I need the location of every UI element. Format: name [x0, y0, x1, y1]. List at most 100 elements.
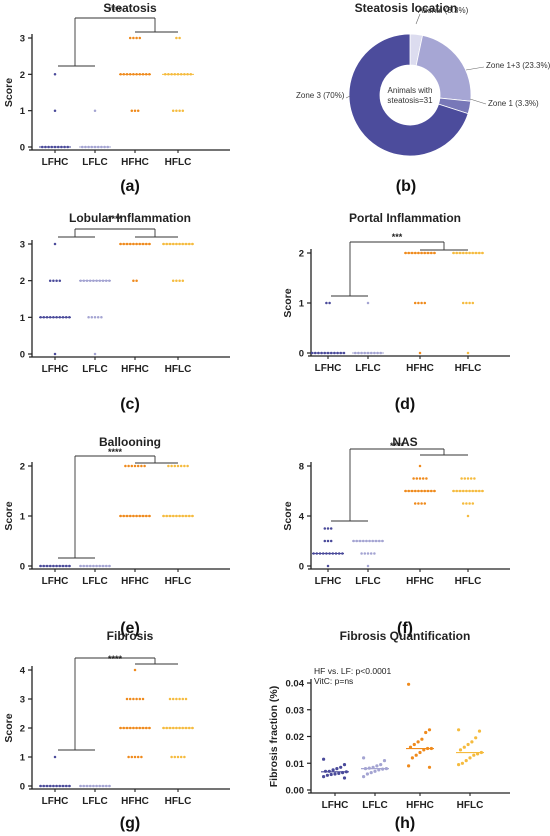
data-point [125, 697, 129, 701]
y-tick-label: 0 [20, 782, 25, 793]
y-tick-label: 0 [299, 562, 304, 573]
data-point [366, 301, 370, 305]
x-tick-label: HFLC [165, 157, 192, 168]
x-tick-label: LFHC [42, 157, 69, 168]
leader-line [415, 13, 421, 25]
y-tick-label: 2 [20, 724, 25, 735]
data-point [181, 279, 185, 282]
data-point [460, 477, 463, 480]
data-point [171, 697, 175, 701]
data-point [418, 464, 422, 468]
data-point [375, 764, 379, 768]
y-tick-label: 2 [20, 462, 25, 473]
panel-caption: (b) [396, 178, 416, 195]
y-tick-label: 2 [20, 70, 25, 81]
data-point [329, 772, 333, 777]
slice-label: Zone 1+3 (23.3%) [486, 61, 550, 70]
data-point [417, 301, 420, 305]
data-point [133, 755, 137, 759]
data-point [132, 697, 135, 701]
data-point [457, 763, 461, 767]
data-point [138, 697, 142, 701]
data-point [130, 109, 134, 112]
data-point [178, 279, 181, 282]
data-point [87, 316, 90, 319]
data-point [464, 759, 468, 763]
data-point [167, 464, 170, 468]
data-point [53, 755, 57, 759]
panel-e: Ballooning (e) 0 1 2 Score LFHC LFLC HFHC HFLC ***… [3, 435, 230, 637]
data-point [325, 773, 329, 777]
data-point [363, 552, 367, 555]
slice-label: Zone 3 (70%) [296, 91, 345, 100]
data-point [373, 552, 376, 555]
data-point [466, 351, 470, 355]
data-point [466, 477, 470, 480]
x-tick-label: HFLC [457, 800, 484, 811]
panel-caption: (g) [120, 815, 140, 832]
data-point [463, 477, 467, 480]
chart-title: Steatosis [103, 1, 157, 15]
data-point [469, 477, 473, 480]
data-point [127, 755, 130, 759]
data-point [58, 279, 62, 282]
y-tick-label: 3 [20, 695, 25, 706]
chart-title: Steatosis location [355, 1, 458, 15]
data-point [323, 527, 327, 530]
x-tick-label: HFLC [165, 364, 192, 375]
slice-label: Zone 1 (3.3%) [488, 99, 539, 108]
x-tick-label: HFHC [121, 576, 149, 587]
x-tick-label: LFHC [42, 364, 69, 375]
data-point [140, 464, 143, 468]
data-point [417, 502, 420, 505]
data-point [135, 36, 138, 40]
significance-bracket [58, 455, 178, 559]
y-axis-label: Score [282, 501, 294, 530]
data-point [342, 763, 347, 767]
x-tick-label: LFHC [42, 796, 69, 807]
data-point [329, 539, 333, 543]
data-point [178, 36, 181, 40]
data-point [176, 755, 180, 759]
data-point [423, 502, 427, 505]
data-point [461, 502, 465, 505]
y-tick-label: 1 [20, 512, 26, 523]
data-point [181, 109, 185, 112]
data-point [53, 352, 57, 356]
chart-title: Lobular Inflammation [69, 211, 191, 225]
y-tick-label: 1 [299, 299, 305, 310]
panel-caption: (f) [397, 620, 413, 637]
data-point [179, 464, 183, 468]
x-tick-label: LFLC [355, 363, 381, 374]
y-tick-label: 0.04 [286, 679, 305, 690]
data-point [53, 109, 57, 112]
data-point [133, 668, 137, 672]
data-point [466, 514, 470, 518]
data-point [328, 301, 331, 305]
panel-f: NAS (f) 0 4 8 Score LFHC LFLC HFHC HFLC **** [282, 435, 510, 637]
significance-bracket [58, 17, 178, 67]
data-point [176, 464, 180, 468]
y-tick-label: 0 [299, 349, 304, 360]
x-tick-label: LFHC [322, 800, 349, 811]
data-point [337, 771, 341, 776]
data-point [326, 564, 330, 568]
data-point [369, 552, 373, 555]
data-point [473, 477, 476, 480]
data-point [136, 464, 140, 468]
data-point [323, 539, 327, 543]
data-point [470, 740, 474, 744]
y-axis-label: Score [3, 78, 15, 107]
y-axis-label: Fibrosis fraction (%) [268, 686, 280, 788]
chart-title: Fibrosis [107, 629, 154, 643]
y-axis-label: Score [3, 713, 15, 742]
panel-h: Fibrosis Quantification (h) 0.00 0.01 0.02 0.… [268, 629, 510, 832]
panel-d: Portal Inflammation (d) 0 1 2 Score LFHC LFLC HF… [282, 211, 510, 413]
significance-bracket [58, 228, 178, 238]
x-tick-label: HFLC [455, 576, 482, 587]
leader-line [469, 98, 487, 105]
data-point [171, 109, 175, 112]
data-point [335, 767, 339, 771]
data-point [171, 279, 175, 282]
